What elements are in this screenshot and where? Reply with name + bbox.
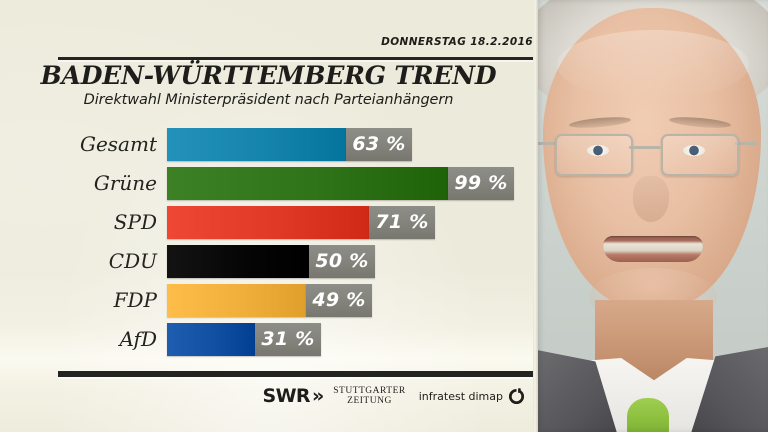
panel-seam [533,0,538,432]
portrait-eye-left [587,145,609,156]
infratest-dimap-text: infratest dimap [418,389,503,403]
stuttgarter-zeitung-line1: STUTTGARTER [333,386,406,396]
bar-row: AfD 31 % [0,323,537,356]
portrait-photo [537,0,768,432]
infratest-dimap-circle-icon [508,387,525,404]
stuttgarter-zeitung-line2: ZEITUNG [347,396,392,406]
portrait-glasses-lens-right [661,134,739,176]
portrait-glasses-temple-right [735,142,757,145]
bar-label-fdp: FDP [113,288,157,312]
bar-row: FDP 49 % [0,284,537,317]
bar-value-cdu: 50 % [309,245,375,278]
bar-value-gesamt: 63 % [346,128,412,161]
bar-label-spd: SPD [113,210,157,234]
page-subtitle: Direktwahl Ministerpräsident nach Partei… [83,92,454,108]
footer-logos: SWR » STUTTGARTER ZEITUNG infratest dima… [58,383,533,409]
portrait-eye-right [683,145,705,156]
bar-value-afd: 31 % [255,323,321,356]
bar-spd [167,206,369,239]
bottom-divider-rule [58,371,533,377]
portrait-glasses-bridge [629,146,661,149]
stuttgarter-zeitung-logo: STUTTGARTER ZEITUNG [333,386,405,406]
bar-row: SPD 71 % [0,206,537,239]
portrait-nose [633,176,669,222]
swr-chevron-icon: » [311,384,324,407]
bar-label-gesamt: Gesamt [79,132,157,156]
infratest-dimap-logo: infratest dimap [418,387,525,405]
bar-gesamt [167,128,346,161]
swr-logo: SWR » [262,384,324,407]
bar-row: CDU 50 % [0,245,537,278]
portrait-forehead [557,30,749,100]
bar-value-grüne: 99 % [448,167,514,200]
bar-afd [167,323,255,356]
bar-chart: Gesamt 63 % Grüne 99 % SPD 71 % CDU 50 % FDP 49 %… [0,128,537,360]
bar-fdp [167,284,306,317]
bar-value-spd: 71 % [369,206,435,239]
portrait-tie [627,398,669,432]
bar-cdu [167,245,309,278]
bar-label-afd: AfD [119,327,157,351]
page-title: BADEN-WÜRTTEMBERG TREND [40,61,497,90]
bar-label-cdu: CDU [108,249,157,273]
top-divider-rule [58,57,533,60]
portrait-glasses-lens-left [555,134,633,176]
bar-row: Grüne 99 % [0,167,537,200]
publication-date: DONNERSTAG 18.2.2016 [381,36,533,48]
bar-grüne [167,167,448,200]
portrait-mouth [603,236,703,262]
chart-panel: DONNERSTAG 18.2.2016 BADEN-WÜRTTEMBERG T… [0,0,537,432]
portrait-glasses-temple-left [537,142,555,145]
bar-value-fdp: 49 % [306,284,372,317]
swr-logo-text: SWR [262,385,310,407]
bar-label-grüne: Grüne [93,171,157,195]
bar-row: Gesamt 63 % [0,128,537,161]
